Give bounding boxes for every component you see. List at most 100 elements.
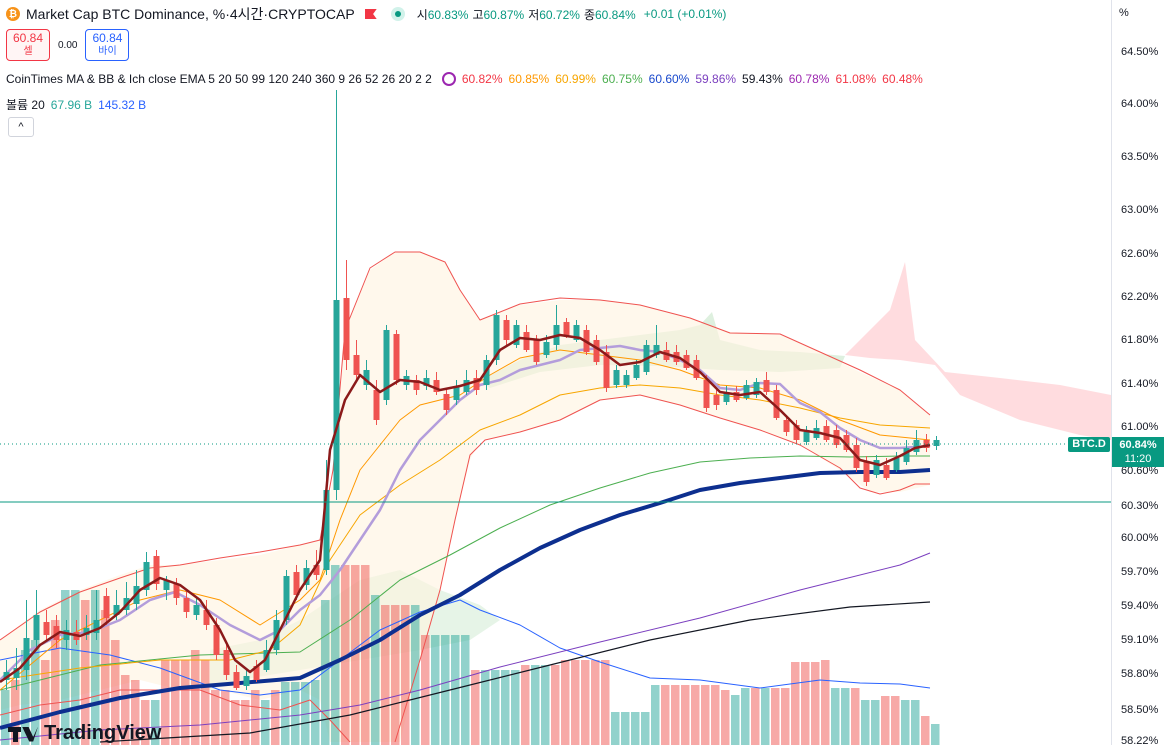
volume-bar (701, 685, 710, 745)
candle-body (803, 432, 810, 442)
volume-bar (31, 640, 40, 745)
candle-body (393, 334, 400, 380)
volume-bar (871, 700, 880, 745)
volume-bar (551, 665, 560, 745)
collapse-legend-button[interactable]: ^ (8, 117, 34, 137)
candle-body (353, 355, 360, 375)
refresh-icon[interactable] (441, 72, 456, 86)
bar-countdown: 11:20 (1124, 453, 1152, 465)
interval-label[interactable]: 4시간 (229, 6, 264, 22)
volume-bar (881, 696, 890, 745)
indicator-name[interactable]: CoinTimes MA & BB & Ich close EMA 5 20 5… (6, 72, 432, 86)
candle-body (793, 425, 800, 440)
volume-bar (441, 635, 450, 745)
candle-body (443, 394, 450, 410)
trade-buttons: 60.84 셀 0.00 60.84 바이 (6, 29, 130, 61)
volume-bar (931, 724, 940, 745)
symbol-title[interactable]: Market Cap BTC Dominance, % (26, 6, 226, 22)
candle-body (593, 340, 600, 362)
volume-bar (641, 712, 650, 745)
candle-body (383, 330, 390, 400)
volume-bar (781, 688, 790, 745)
volume-bar (221, 690, 230, 745)
volume-bar (531, 665, 540, 745)
candle-body (423, 378, 430, 386)
candle-body (173, 584, 180, 598)
candle-body (183, 598, 190, 612)
buy-button[interactable]: 60.84 바이 (85, 29, 130, 61)
candle-body (653, 345, 660, 355)
market-status-icon[interactable] (390, 7, 405, 21)
volume-bar (861, 700, 870, 745)
volume-bar (111, 640, 120, 745)
price-axis-label: 63.00% (1121, 204, 1159, 216)
candle-body (523, 332, 530, 350)
spread-value: 0.00 (58, 39, 78, 51)
volume-bar (661, 685, 670, 745)
indicator-value: 60.82% (461, 72, 503, 86)
volume-bar (751, 688, 760, 745)
ichimoku-base-line (0, 344, 931, 681)
candle-body (303, 568, 310, 585)
candle-body (603, 352, 610, 388)
candle-body (413, 380, 420, 390)
volume-bar (801, 662, 810, 745)
volume-bar (671, 685, 680, 745)
volume-bar (691, 685, 700, 745)
volume-bar (171, 660, 180, 745)
candle-body (153, 556, 160, 584)
candle-body (933, 440, 940, 446)
buy-price: 60.84 (92, 31, 123, 45)
volume-value: 67.96 B (50, 97, 93, 112)
volume-ma-line (0, 599, 931, 696)
candle-body (723, 392, 730, 402)
volume-bar (631, 712, 640, 745)
volume-bar (521, 665, 530, 745)
volume-bar (211, 690, 220, 745)
volume-bar (851, 688, 860, 745)
price-axis-label: 61.00% (1121, 421, 1159, 433)
sell-button[interactable]: 60.84 셀 (6, 29, 50, 61)
candle-body (213, 625, 220, 655)
candle-body (713, 395, 720, 405)
volume-bar (891, 696, 900, 745)
volume-bar (11, 680, 20, 745)
volume-bar (481, 670, 490, 745)
candle-body (373, 390, 380, 420)
candle-body (903, 448, 910, 462)
symbol-price-tag: BTC.D (1068, 437, 1110, 452)
flag-icon[interactable] (364, 9, 377, 19)
price-axis-label: 61.80% (1121, 334, 1159, 346)
candle-body (843, 435, 850, 450)
volume-bar (351, 565, 360, 745)
volume-bar (291, 682, 300, 745)
candle-body (313, 565, 320, 575)
candle-body (433, 380, 440, 392)
volume-bar (501, 670, 510, 745)
candle-body (263, 650, 270, 670)
volume-bar (401, 605, 410, 745)
volume-bar (491, 670, 500, 745)
volume-bar (321, 600, 330, 745)
sell-price: 60.84 (12, 31, 44, 45)
volume-bar (731, 695, 740, 745)
exchange-label[interactable]: CRYPTOCAP (268, 6, 355, 22)
volume-name[interactable]: 볼륨 20 (6, 98, 45, 112)
volume-bar (511, 670, 520, 745)
tradingview-logo[interactable]: TradingView (8, 722, 161, 745)
volume-bar (341, 565, 350, 745)
indicator-value: 60.75% (601, 72, 643, 86)
volume-bar (771, 688, 780, 745)
volume-bar (761, 688, 770, 745)
ema-360-line (99, 601, 931, 743)
candle-body (533, 340, 540, 362)
candle-body (203, 610, 210, 625)
indicator-value: 59.43% (742, 72, 783, 86)
volume-bar (101, 610, 110, 745)
candle-body (733, 392, 740, 400)
volume-bar (131, 680, 140, 745)
bollinger-lower-left (0, 689, 351, 743)
candle-body (493, 315, 500, 360)
candle-body (613, 370, 620, 385)
